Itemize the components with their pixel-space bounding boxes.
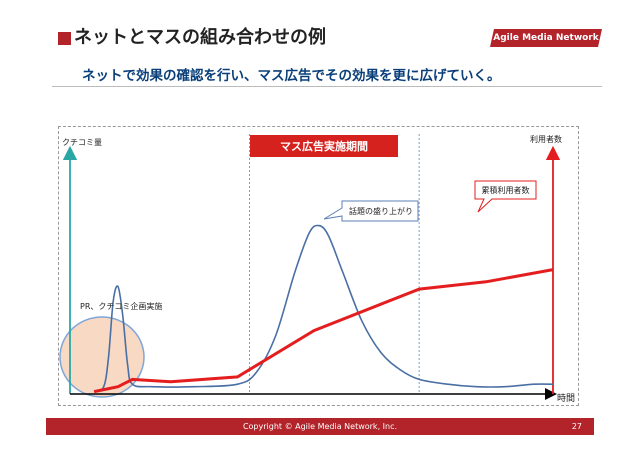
footer-bar: Copyright © Agile Media Network, Inc. 27: [46, 418, 594, 435]
cumulative-callout: [474, 180, 537, 213]
logo-shape: [490, 29, 602, 47]
y-axis-right-label: 利用者数: [530, 134, 562, 144]
title-marker: [58, 32, 71, 45]
series-line-kuchikomi: [93, 224, 554, 393]
page-number: 27: [571, 422, 582, 431]
pr-annotation: PR、クチコミ企画実施: [80, 301, 162, 311]
buzz-callout-text: 話題の盛り上がり: [349, 206, 413, 216]
logo-text: Agile Media Network: [493, 33, 599, 43]
chart-frame: [58, 126, 579, 406]
period-label-box: [250, 135, 398, 157]
company-logo: Agile Media Network: [488, 26, 604, 50]
period-label: マス広告実施期間: [280, 139, 368, 153]
slide-subtitle: ネットで効果の確認を行い、マス広告でその効果を更に広げていく。: [82, 68, 501, 84]
slide-title: ネットとマスの組み合わせの例: [74, 27, 326, 48]
pr-highlight-circle: [59, 316, 145, 398]
x-axis-label: 時間: [557, 393, 575, 404]
buzz-callout: [323, 200, 419, 222]
y-axis-left-label: クチコミ量: [62, 138, 102, 147]
cumulative-callout-text: 累積利用者数: [482, 185, 530, 195]
subtitle-underline: [52, 86, 602, 87]
copyright-text: Copyright © Agile Media Network, Inc.: [242, 422, 398, 431]
series-line-cumulative-users: [93, 268, 554, 394]
